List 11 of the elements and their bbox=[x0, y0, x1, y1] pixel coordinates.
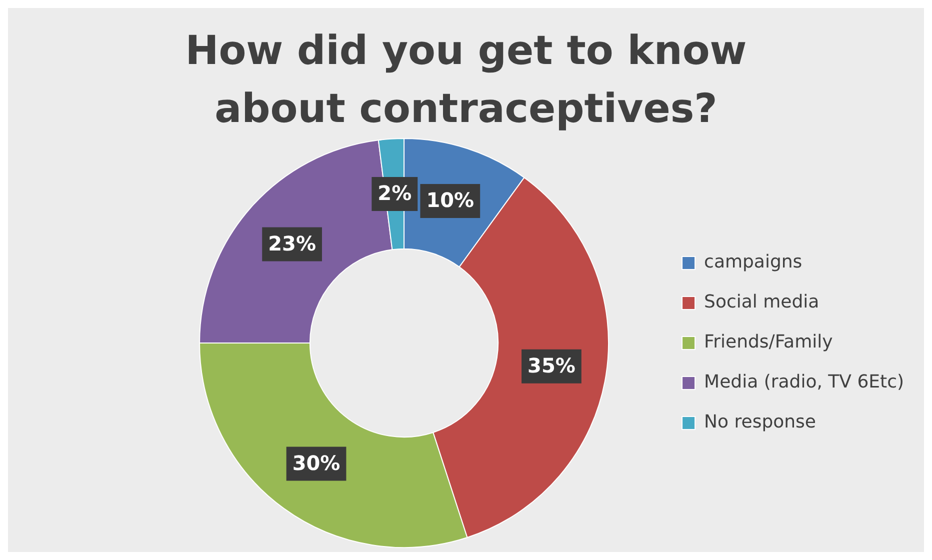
data-label: 23% bbox=[268, 231, 316, 256]
data-label: 30% bbox=[292, 450, 340, 475]
legend-label: Friends/Family bbox=[704, 332, 834, 353]
data-label: 2% bbox=[378, 181, 412, 206]
legend-label: No response bbox=[704, 412, 816, 433]
legend-label: Media (radio, TV 6Etc) bbox=[704, 372, 904, 393]
chart-title: How did you get to know about contraceptives? bbox=[184, 27, 748, 134]
legend-label: Social media bbox=[704, 292, 820, 313]
data-label: 10% bbox=[426, 188, 474, 212]
legend-label: campaigns bbox=[704, 252, 802, 273]
data-label: 35% bbox=[528, 354, 576, 378]
